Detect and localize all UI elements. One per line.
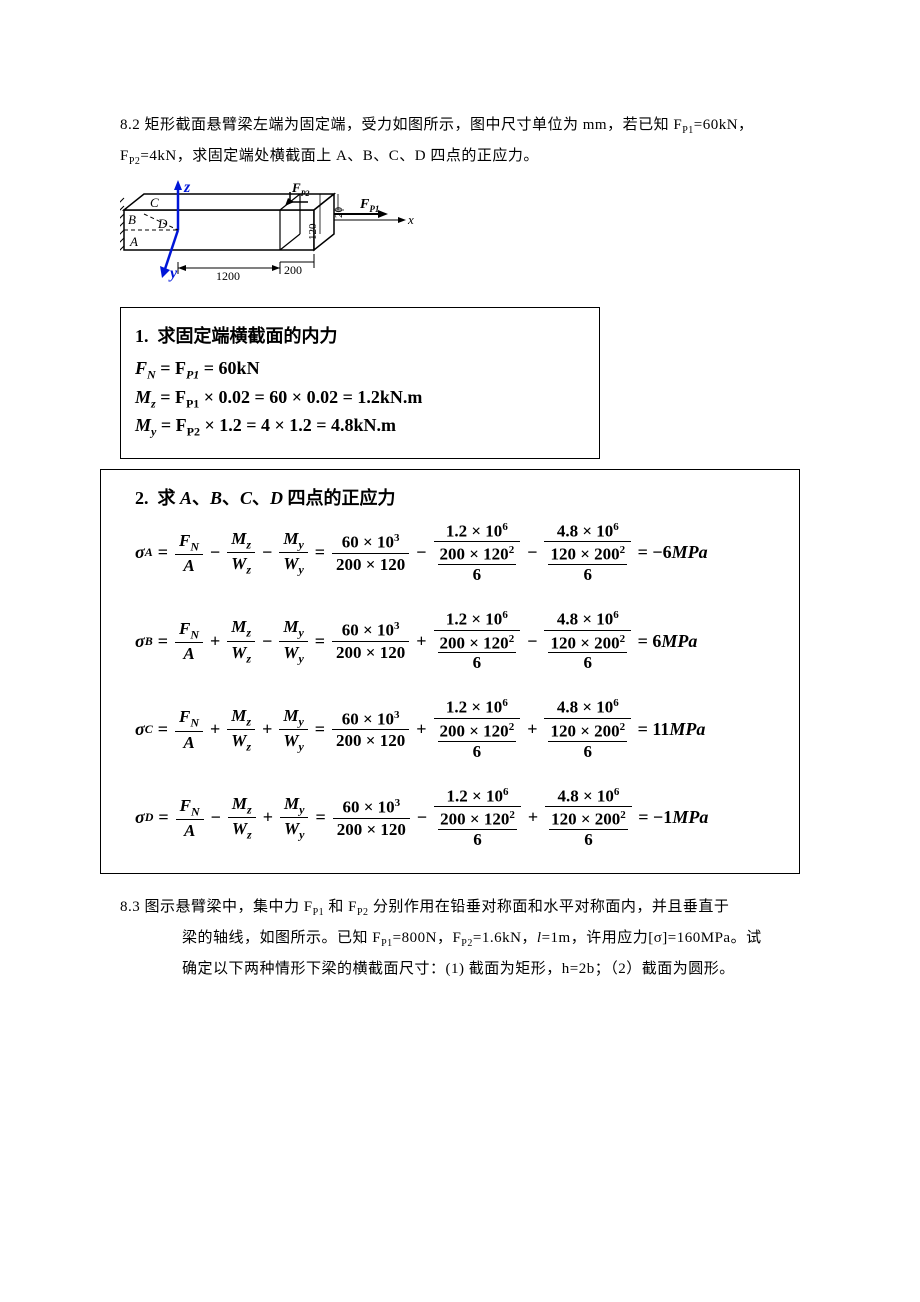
p82-fp2sub: P2 bbox=[129, 156, 141, 167]
beam-svg: z y x A B C D FP1 FP2 1200 200 120 20 bbox=[120, 180, 430, 290]
solution-box-2: 2. 求 A、B、C、D 四点的正应力 σA = FNA − MzWz − My… bbox=[100, 469, 800, 874]
fp2-lbl: F bbox=[291, 180, 301, 195]
page-root: 8.2 矩形截面悬臂梁左端为固定端，受力如图所示，图中尺寸单位为 mm，若已知 … bbox=[0, 0, 920, 1034]
fp2-sub: P2 bbox=[301, 189, 310, 198]
box2-title: 2. 求 A、B、C、D 四点的正应力 bbox=[135, 484, 785, 510]
sigma-D-row: σD = FNA − MzWz + MyWy = 60 × 103200 × 1… bbox=[135, 785, 785, 851]
fp1-sub: P1 bbox=[369, 204, 379, 214]
dim-120: 120 bbox=[307, 223, 319, 240]
dim-200: 200 bbox=[284, 263, 302, 277]
p82-fp1sub: P1 bbox=[682, 125, 694, 136]
pt-B: B bbox=[128, 212, 136, 227]
eq-FN: FN = FP1 = 60kN bbox=[135, 358, 585, 383]
p82-line2b: =4kN，求固定端处横截面上 A、B、C、D 四点的正应力。 bbox=[140, 148, 538, 164]
problem-8-2-text-2: FP2=4kN，求固定端处横截面上 A、B、C、D 四点的正应力。 bbox=[120, 141, 820, 172]
sigma-B-row: σB = FNA + MzWz − MyWy = 60 × 103200 × 1… bbox=[135, 608, 785, 674]
svg-text:FP1: FP1 bbox=[359, 197, 379, 214]
problem-8-3-text-2: 梁的轴线，如图所示。已知 FP1=800N，FP2=1.6kN，l=1m，许用应… bbox=[120, 923, 820, 954]
box1-title: 1. 1. 求固定端横截面的内力求固定端横截面的内力 bbox=[135, 322, 585, 348]
x-axis-label: x bbox=[407, 212, 414, 227]
pt-D: D bbox=[157, 216, 168, 231]
sigma-C-row: σC = FNA + MzWz + MyWy = 60 × 103200 × 1… bbox=[135, 696, 785, 762]
dim-20: 20 bbox=[333, 207, 345, 219]
problem-8-3-text: 8.3 图示悬臂梁中，集中力 FP1 和 FP2 分别作用在铅垂对称面和水平对称… bbox=[120, 892, 820, 923]
y-axis-label: y bbox=[168, 265, 178, 282]
z-axis-label: z bbox=[183, 180, 191, 196]
pt-A: A bbox=[129, 234, 138, 249]
problem-8-3-text-3: 确定以下两种情形下梁的横截面尺寸：(1) 截面为矩形，h=2b；（2）截面为圆形… bbox=[120, 954, 820, 984]
eq-Mz: Mz = FP1 × 0.02 = 60 × 0.02 = 1.2kN.m bbox=[135, 387, 585, 412]
dim-1200: 1200 bbox=[216, 269, 240, 283]
p82-line2a: F bbox=[120, 148, 129, 164]
sigma-A-row: σA = FNA − MzWz − MyWy = 60 × 103200 × 1… bbox=[135, 520, 785, 586]
p82-line1b: =60kN， bbox=[694, 117, 754, 133]
problem-8-2-text: 8.2 矩形截面悬臂梁左端为固定端，受力如图所示，图中尺寸单位为 mm，若已知 … bbox=[120, 110, 820, 141]
solution-box-1: 1. 1. 求固定端横截面的内力求固定端横截面的内力 FN = FP1 = 60… bbox=[120, 307, 600, 459]
beam-diagram: z y x A B C D FP1 FP2 1200 200 120 20 bbox=[120, 180, 820, 295]
p82-line1: 8.2 矩形截面悬臂梁左端为固定端，受力如图所示，图中尺寸单位为 mm，若已知 … bbox=[120, 117, 682, 133]
fp1-lbl: F bbox=[359, 197, 370, 212]
eq-My: My = FP2 × 1.2 = 4 × 1.2 = 4.8kN.m bbox=[135, 415, 585, 440]
pt-C: C bbox=[150, 195, 159, 210]
